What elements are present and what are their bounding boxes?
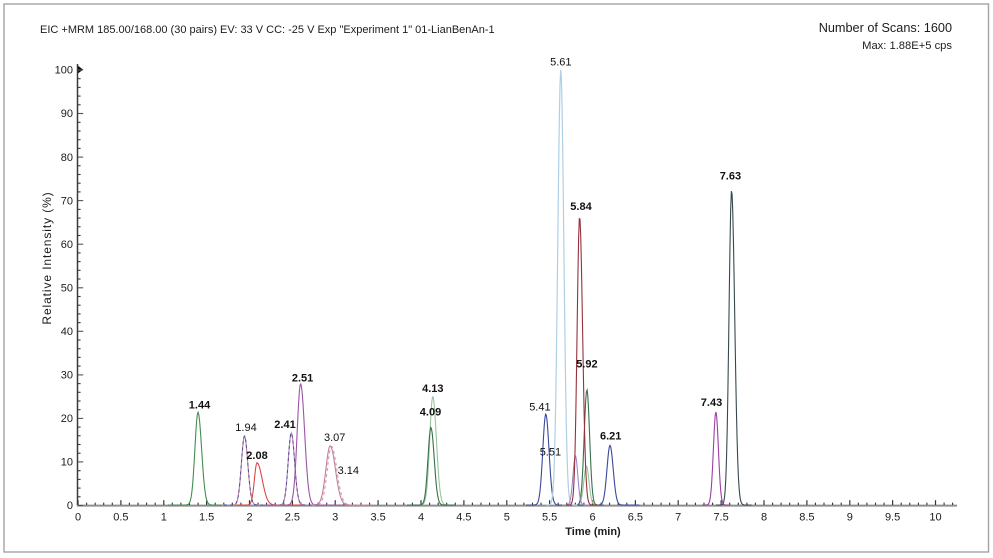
svg-text:4.09: 4.09	[420, 407, 441, 419]
svg-text:7: 7	[675, 512, 681, 524]
svg-text:EIC +MRM 185.00/168.00 (30 pai: EIC +MRM 185.00/168.00 (30 pairs) EV: 33…	[40, 24, 495, 36]
svg-text:40: 40	[61, 326, 73, 338]
svg-text:3: 3	[332, 512, 338, 524]
svg-text:5.84: 5.84	[570, 201, 592, 213]
svg-text:2.5: 2.5	[285, 512, 300, 524]
svg-text:7.5: 7.5	[713, 512, 728, 524]
svg-text:7.63: 7.63	[720, 171, 741, 183]
svg-text:5.41: 5.41	[529, 401, 550, 413]
svg-text:70: 70	[61, 195, 73, 207]
svg-text:0.5: 0.5	[113, 512, 128, 524]
svg-text:Relative Intensity (%): Relative Intensity (%)	[40, 191, 54, 324]
svg-text:5: 5	[504, 512, 510, 524]
svg-text:1.44: 1.44	[189, 399, 211, 411]
svg-text:1.5: 1.5	[199, 512, 214, 524]
svg-text:2.41: 2.41	[274, 419, 295, 431]
svg-text:3.5: 3.5	[370, 512, 385, 524]
svg-text:10: 10	[929, 512, 941, 524]
svg-text:5.92: 5.92	[576, 358, 597, 370]
svg-text:8: 8	[761, 512, 767, 524]
svg-text:6.5: 6.5	[628, 512, 643, 524]
svg-text:6.21: 6.21	[600, 431, 621, 443]
svg-text:8.5: 8.5	[799, 512, 814, 524]
svg-text:Max: 1.88E+5 cps: Max: 1.88E+5 cps	[862, 40, 952, 52]
svg-text:2: 2	[246, 512, 252, 524]
svg-text:90: 90	[61, 108, 73, 120]
svg-text:3.14: 3.14	[338, 465, 359, 477]
svg-text:Number of Scans: 1600: Number of Scans: 1600	[819, 21, 952, 35]
svg-text:5.61: 5.61	[550, 56, 571, 68]
svg-text:4: 4	[418, 512, 424, 524]
svg-text:3.07: 3.07	[324, 432, 345, 444]
svg-text:60: 60	[61, 239, 73, 251]
svg-text:0: 0	[67, 500, 73, 512]
svg-text:80: 80	[61, 152, 73, 164]
svg-text:2.51: 2.51	[292, 372, 313, 384]
svg-text:7.43: 7.43	[701, 397, 722, 409]
svg-text:30: 30	[61, 370, 73, 382]
svg-text:4.5: 4.5	[456, 512, 471, 524]
svg-text:9: 9	[847, 512, 853, 524]
svg-text:9.5: 9.5	[885, 512, 900, 524]
svg-text:2.08: 2.08	[246, 450, 267, 462]
svg-text:10: 10	[61, 457, 73, 469]
svg-text:1: 1	[161, 512, 167, 524]
svg-text:100: 100	[55, 65, 73, 77]
svg-text:5.5: 5.5	[542, 512, 557, 524]
svg-text:5.51: 5.51	[540, 446, 561, 458]
svg-text:1.94: 1.94	[235, 422, 256, 434]
svg-text:6: 6	[589, 512, 595, 524]
svg-text:50: 50	[61, 282, 73, 294]
svg-text:20: 20	[61, 413, 73, 425]
svg-text:0: 0	[75, 512, 81, 524]
svg-text:4.13: 4.13	[422, 383, 443, 395]
svg-text:Time (min): Time (min)	[565, 526, 621, 538]
